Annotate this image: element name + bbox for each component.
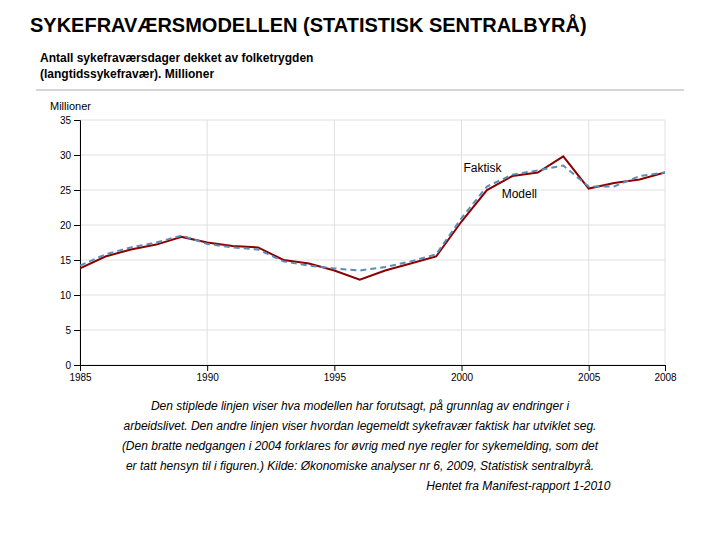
x-tick-label: 1985 bbox=[69, 372, 92, 383]
x-tick-label: 1990 bbox=[197, 372, 220, 383]
y-tick-label: 0 bbox=[65, 360, 71, 371]
grid-line-x bbox=[334, 120, 335, 365]
subtitle: Antall sykefraværsdager dekket av folket… bbox=[40, 51, 313, 65]
caption: Den stiplede linjen viser hva modellen h… bbox=[151, 399, 570, 413]
caption: arbeidslivet. Den andre linjen viser hvo… bbox=[124, 419, 597, 433]
x-tick-mark bbox=[207, 365, 208, 371]
chart: SYKEFRAVÆRSMODELLEN (STATISTISK SENTRALB… bbox=[0, 0, 720, 540]
y-tick-mark bbox=[74, 295, 80, 296]
y-tick: 35 bbox=[60, 115, 80, 126]
y-tick: 10 bbox=[60, 290, 80, 301]
y-tick-mark bbox=[74, 225, 80, 226]
caption: Hentet fra Manifest-rapport 1-2010 bbox=[426, 479, 610, 493]
x-tick-label: 2008 bbox=[654, 372, 677, 383]
x-tick: 1985 bbox=[69, 365, 92, 383]
y-tick-label: 20 bbox=[60, 220, 72, 231]
y-tick-mark bbox=[74, 190, 80, 191]
grid-line-y bbox=[80, 190, 665, 191]
grid-line-y bbox=[80, 260, 665, 261]
x-tick: 1990 bbox=[197, 365, 220, 383]
x-tick: 2008 bbox=[654, 365, 677, 383]
y-tick: 20 bbox=[60, 220, 80, 231]
y-tick-label: 35 bbox=[60, 115, 72, 126]
x-tick: 2005 bbox=[578, 365, 601, 383]
series-line bbox=[80, 156, 665, 279]
y-tick-mark bbox=[74, 260, 80, 261]
x-axis-line bbox=[81, 366, 666, 372]
y-tick-label: 15 bbox=[60, 255, 72, 266]
y-tick: 25 bbox=[60, 185, 80, 196]
title: SYKEFRAVÆRSMODELLEN (STATISTISK SENTRALB… bbox=[30, 13, 587, 36]
x-tick-label: 2005 bbox=[578, 372, 601, 383]
separator-rule bbox=[36, 90, 684, 91]
y-tick-label: 5 bbox=[65, 325, 71, 336]
x-tick: 1995 bbox=[324, 365, 347, 383]
grid bbox=[80, 120, 665, 365]
grid-line-y bbox=[80, 120, 665, 121]
grid-line-y bbox=[80, 225, 665, 226]
grid-line-y bbox=[80, 330, 665, 331]
lines bbox=[80, 156, 665, 279]
y-tick: 0 bbox=[65, 360, 80, 371]
y-tick-mark bbox=[74, 365, 80, 366]
y-tick: 15 bbox=[60, 255, 80, 266]
y-tick: 30 bbox=[60, 150, 80, 161]
annotation: Modell bbox=[502, 187, 537, 201]
x-tick-label: 1995 bbox=[324, 372, 347, 383]
y-axis-line bbox=[74, 121, 81, 366]
y-tick: 5 bbox=[65, 325, 80, 336]
caption: er tatt hensyn til i figuren.) Kilde: Øk… bbox=[126, 459, 594, 473]
plot-area: 1985 1990 1995 2000 2005 2008 0 5 10 15 20 25 30 35 Mi… bbox=[50, 100, 677, 383]
caption: (Den bratte nedgangen i 2004 forklares f… bbox=[122, 439, 599, 453]
x-tick-mark bbox=[462, 365, 463, 371]
y-axis: 0 5 10 15 20 25 30 35 bbox=[60, 115, 81, 371]
grid-line-x bbox=[588, 120, 589, 365]
x-tick-mark bbox=[334, 365, 335, 371]
x-axis: 1985 1990 1995 2000 2005 2008 bbox=[69, 365, 677, 383]
x-tick-label: 2000 bbox=[451, 372, 474, 383]
y-tick-mark bbox=[74, 120, 80, 121]
y-axis-label: Millioner bbox=[50, 100, 91, 112]
y-tick-label: 25 bbox=[60, 185, 72, 196]
annotation: Faktisk bbox=[464, 161, 503, 175]
x-tick: 2000 bbox=[451, 365, 474, 383]
x-tick-mark bbox=[665, 365, 666, 371]
grid-line-x bbox=[461, 120, 462, 365]
x-tick-mark bbox=[589, 365, 590, 371]
y-tick-mark bbox=[74, 330, 80, 331]
y-tick-label: 10 bbox=[60, 290, 72, 301]
subtitle: (langtidssykefravær). Millioner bbox=[40, 67, 214, 81]
series-line bbox=[80, 166, 665, 271]
y-tick-label: 30 bbox=[60, 150, 72, 161]
grid-line-y bbox=[80, 295, 665, 296]
grid-line-x bbox=[665, 120, 666, 365]
grid-line-y bbox=[80, 155, 665, 156]
y-tick-mark bbox=[74, 155, 80, 156]
